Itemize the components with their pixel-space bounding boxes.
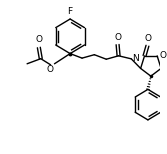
Text: F: F	[68, 7, 73, 16]
Text: N: N	[132, 54, 139, 63]
Text: O: O	[46, 65, 53, 74]
Text: O: O	[35, 35, 42, 45]
Text: O: O	[159, 51, 166, 60]
Text: O: O	[145, 34, 152, 43]
Text: O: O	[114, 32, 121, 42]
